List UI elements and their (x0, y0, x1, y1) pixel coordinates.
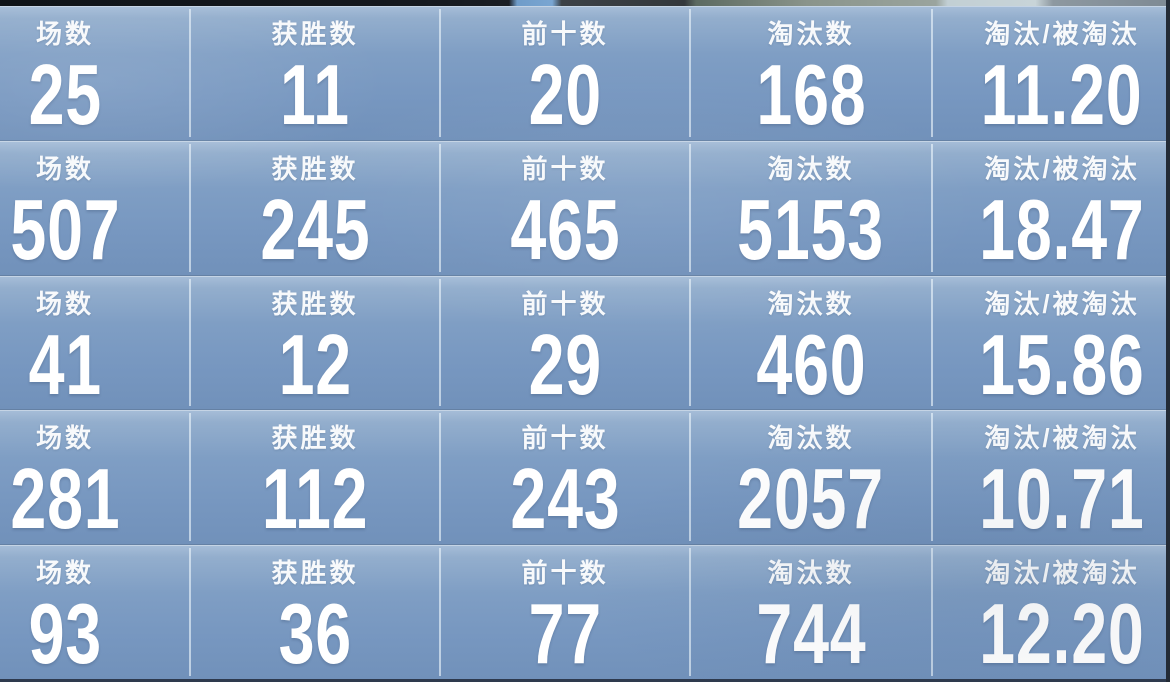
stats-row-3: 场数 41 获胜数 12 前十数 29 淘汰数 460 淘汰/被淘汰 15.86 (0, 274, 1170, 413)
stat-label: 淘汰/被淘汰 (984, 423, 1140, 454)
stat-value: 77 (528, 587, 602, 682)
stat-cell-eliminations: 淘汰数 460 (689, 275, 932, 413)
stat-value: 20 (528, 48, 602, 143)
stat-cell-matches: 场数 281 (0, 410, 190, 548)
stat-label: 淘汰数 (767, 19, 855, 49)
stat-cell-kd-ratio: 淘汰/被淘汰 15.86 (931, 275, 1170, 413)
stat-label: 获胜数 (271, 19, 359, 49)
stat-cell-eliminations: 淘汰数 5153 (689, 140, 932, 278)
stat-value: 465 (509, 182, 621, 278)
stat-value: 36 (278, 587, 352, 682)
stat-cell-top10: 前十数 29 (439, 275, 690, 413)
stat-label: 淘汰数 (767, 288, 855, 319)
stat-value: 5153 (737, 182, 885, 278)
stat-cell-wins: 获胜数 12 (189, 275, 440, 413)
stat-cell-eliminations: 淘汰数 2057 (689, 410, 932, 548)
stat-value: 2057 (737, 452, 885, 548)
stat-value: 11 (280, 48, 350, 143)
stat-label: 场数 (35, 19, 94, 49)
stat-label: 场数 (35, 423, 94, 454)
stat-cell-matches: 场数 41 (0, 275, 190, 413)
stat-label: 淘汰/被淘汰 (984, 558, 1140, 589)
stat-cell-eliminations: 淘汰数 744 (689, 545, 932, 682)
stat-label: 获胜数 (271, 288, 359, 319)
stat-label: 前十数 (521, 19, 609, 49)
stat-value: 12.20 (979, 587, 1145, 682)
stats-row-4: 场数 281 获胜数 112 前十数 243 淘汰数 2057 淘汰/被淘汰 1… (0, 409, 1170, 548)
stat-value: 245 (259, 182, 371, 278)
stat-cell-matches: 场数 25 (0, 6, 190, 143)
stat-label: 前十数 (521, 558, 609, 589)
stat-cell-matches: 场数 93 (0, 545, 190, 682)
stat-value: 744 (755, 587, 867, 682)
stat-cell-top10: 前十数 77 (439, 545, 690, 682)
stat-label: 获胜数 (271, 558, 359, 589)
stat-cell-top10: 前十数 20 (439, 6, 690, 143)
stat-cell-kd-ratio: 淘汰/被淘汰 11.20 (931, 6, 1170, 143)
stat-label: 淘汰/被淘汰 (984, 288, 1140, 319)
stat-value: 11.20 (981, 48, 1143, 143)
right-edge-crop (1166, 0, 1170, 682)
stats-row-1: 场数 25 获胜数 11 前十数 20 淘汰数 168 淘汰/被淘汰 11.20 (0, 6, 1170, 143)
stat-label: 场数 (35, 153, 94, 184)
stat-label: 淘汰/被淘汰 (984, 153, 1140, 184)
stat-cell-wins: 获胜数 36 (189, 545, 440, 682)
stat-cell-top10: 前十数 465 (439, 140, 690, 278)
stat-cell-kd-ratio: 淘汰/被淘汰 10.71 (931, 410, 1170, 548)
stat-value: 41 (28, 317, 102, 413)
stat-cell-matches: 场数 507 (0, 140, 190, 278)
stat-cell-top10: 前十数 243 (439, 410, 690, 548)
stat-value: 93 (28, 587, 102, 682)
stat-label: 淘汰数 (767, 153, 855, 184)
stat-cell-wins: 获胜数 11 (189, 6, 440, 143)
stat-value: 25 (28, 48, 102, 143)
bottom-edge-crop (0, 679, 1170, 682)
stat-label: 获胜数 (271, 153, 359, 184)
stat-label: 淘汰数 (767, 423, 855, 454)
stats-row-2: 场数 507 获胜数 245 前十数 465 淘汰数 5153 淘汰/被淘汰 1… (0, 139, 1170, 278)
stats-grid: 场数 25 获胜数 11 前十数 20 淘汰数 168 淘汰/被淘汰 11.20 (0, 6, 1170, 682)
stat-cell-wins: 获胜数 245 (189, 140, 440, 278)
stat-value: 15.86 (979, 317, 1145, 413)
stat-label: 前十数 (521, 288, 609, 319)
stat-cell-wins: 获胜数 112 (189, 410, 440, 548)
stat-value: 460 (755, 317, 867, 413)
stat-label: 淘汰/被淘汰 (984, 19, 1140, 49)
stat-label: 淘汰数 (767, 558, 855, 589)
top-edge-crop (0, 0, 1170, 6)
stat-value: 168 (755, 48, 867, 143)
stat-value: 281 (9, 452, 121, 548)
stat-cell-eliminations: 淘汰数 168 (689, 6, 932, 143)
stat-label: 获胜数 (271, 423, 359, 454)
stats-row-5: 场数 93 获胜数 36 前十数 77 淘汰数 744 淘汰/被淘汰 12.20 (0, 544, 1170, 682)
stat-label: 前十数 (521, 423, 609, 454)
stat-cell-kd-ratio: 淘汰/被淘汰 18.47 (931, 140, 1170, 278)
stat-value: 507 (9, 182, 121, 278)
stat-cell-kd-ratio: 淘汰/被淘汰 12.20 (931, 545, 1170, 682)
stat-label: 场数 (35, 558, 94, 589)
stat-label: 前十数 (521, 153, 609, 184)
stat-value: 12 (278, 317, 352, 413)
stat-value: 18.47 (979, 182, 1145, 278)
stat-value: 112 (261, 452, 369, 548)
stat-label: 场数 (35, 288, 94, 319)
stat-value: 29 (528, 317, 602, 413)
stat-value: 10.71 (979, 452, 1145, 548)
stat-value: 243 (509, 452, 621, 548)
